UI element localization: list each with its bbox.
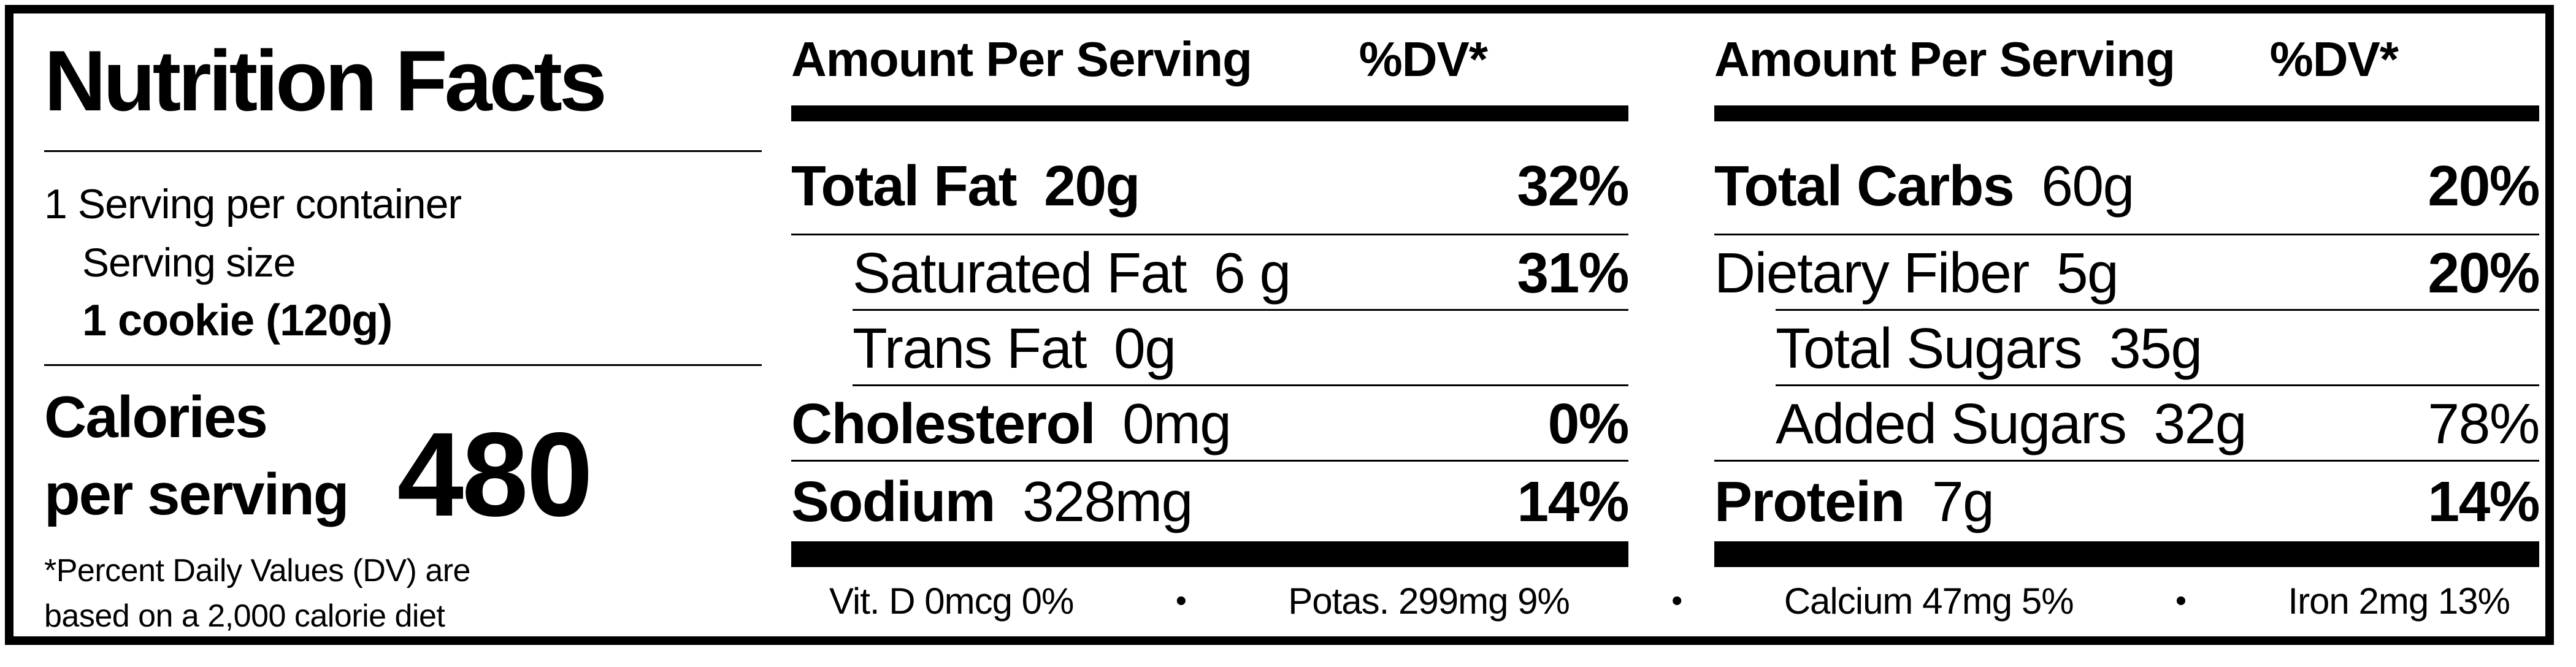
nutrient-rows: Total Fat 20g 32% Saturated Fat 6 g 31% … <box>791 121 1630 541</box>
left-panel: Nutrition Facts 1 Serving per container … <box>44 13 762 636</box>
calories-block: Calories per serving 480 <box>44 384 762 542</box>
header-bar <box>1714 105 2539 121</box>
nutrition-label: Nutrition Facts 1 Serving per container … <box>5 5 2554 645</box>
nutrient-row: Saturated Fat 6 g 31% <box>791 235 1629 311</box>
bullet-separator-icon: • <box>1671 583 1682 619</box>
dv-header: %DV* <box>2269 32 2399 86</box>
column-fats-sodium: Amount Per Serving %DV* Total Fat 20g 32… <box>791 13 1630 567</box>
micronutrient-value: Iron 2mg 13% <box>2288 580 2510 622</box>
nutrient-dv: 14% <box>1517 469 1629 533</box>
nutrient-name: Saturated Fat <box>853 241 1187 305</box>
nutrient-name: Cholesterol <box>791 392 1096 455</box>
column-footer-bar <box>1714 541 2539 567</box>
nutrient-name: Total Fat <box>791 153 1018 218</box>
nutrient-dv: 20% <box>2428 153 2540 218</box>
amount-per-serving-header: Amount Per Serving <box>791 32 1252 86</box>
calories-label: Calories per serving <box>44 384 350 527</box>
micronutrients-row: Vit. D 0mcg 0% • Potas. 299mg 9% • Calci… <box>829 564 2510 638</box>
column-carbs-protein: Amount Per Serving %DV* Total Carbs 60g … <box>1714 13 2540 567</box>
nutrient-name: Dietary Fiber <box>1714 241 2030 305</box>
nutrient-dv: 0% <box>1547 392 1630 455</box>
nutrient-name: Total Carbs <box>1714 153 2015 218</box>
per-serving-word: per serving <box>44 462 350 527</box>
micronutrient-value: Vit. D 0mcg 0% <box>829 580 1074 622</box>
nutrient-amount: 6 g <box>1214 241 1291 305</box>
calories-word: Calories <box>44 384 268 450</box>
nutrient-row: Cholesterol 0mg 0% <box>791 386 1630 462</box>
footnote-line1: *Percent Daily Values (DV) are <box>44 553 470 589</box>
divider <box>44 150 762 152</box>
nutrient-row: Added Sugars 32g 78% <box>1714 386 2540 462</box>
divider <box>44 364 762 366</box>
header-bar <box>791 105 1628 121</box>
nutrient-name: Total Sugars <box>1776 316 2082 380</box>
serving-size-label: Serving size <box>82 240 296 285</box>
nutrient-dv: 78% <box>2428 392 2540 455</box>
footnote: *Percent Daily Values (DV) are based on … <box>44 549 762 639</box>
dv-header: %DV* <box>1359 32 1488 86</box>
nutrient-dv: 31% <box>1517 241 1629 305</box>
bullet-separator-icon: • <box>1175 583 1187 619</box>
nutrient-row: Protein 7g 14% <box>1714 462 2540 541</box>
servings-per-container: 1 Serving per container <box>44 181 462 227</box>
nutrient-row: Trans Fat 0g <box>791 311 1628 386</box>
nutrient-name: Added Sugars <box>1776 392 2127 455</box>
nutrient-rows: Total Carbs 60g 20% Dietary Fiber 5g 20%… <box>1714 121 2540 541</box>
calories-value: 480 <box>397 408 593 542</box>
bullet-separator-icon: • <box>2175 583 2187 619</box>
amount-per-serving-header: Amount Per Serving <box>1714 32 2175 86</box>
nutrient-row: Total Carbs 60g 20% <box>1714 121 2540 235</box>
nutrient-dv: 14% <box>2428 469 2540 533</box>
nutrient-amount: 35g <box>2109 316 2202 380</box>
page-title: Nutrition Facts <box>44 32 607 129</box>
nutrient-amount: 60g <box>2041 153 2134 218</box>
nutrient-amount: 20g <box>1044 153 1140 218</box>
nutrient-amount: 32g <box>2153 392 2247 455</box>
micronutrient-value: Potas. 299mg 9% <box>1288 580 1570 622</box>
nutrient-amount: 7g <box>1931 469 1995 533</box>
serving-size-value: 1 cookie (120g) <box>82 296 393 345</box>
nutrient-dv: 32% <box>1517 153 1629 218</box>
column-header: Amount Per Serving %DV* <box>1714 13 2539 105</box>
nutrient-amount: 5g <box>2056 241 2119 305</box>
column-header: Amount Per Serving %DV* <box>791 13 1628 105</box>
column-footer-bar <box>791 541 1628 567</box>
nutrient-row: Total Sugars 35g <box>1714 311 2539 386</box>
nutrient-amount: 0mg <box>1122 392 1232 455</box>
nutrient-amount: 0g <box>1113 316 1176 380</box>
nutrient-name: Sodium <box>791 469 996 533</box>
nutrient-row: Total Fat 20g 32% <box>791 121 1629 235</box>
footnote-line2: based on a 2,000 calorie diet <box>44 598 445 634</box>
nutrient-row: Dietary Fiber 5g 20% <box>1714 235 2540 311</box>
micronutrient-value: Calcium 47mg 5% <box>1784 580 2074 622</box>
nutrient-dv: 20% <box>2428 241 2540 305</box>
nutrient-row: Sodium 328mg 14% <box>791 462 1629 541</box>
nutrient-amount: 328mg <box>1022 469 1193 533</box>
nutrient-name: Protein <box>1714 469 1905 533</box>
nutrient-name: Trans Fat <box>853 316 1087 380</box>
